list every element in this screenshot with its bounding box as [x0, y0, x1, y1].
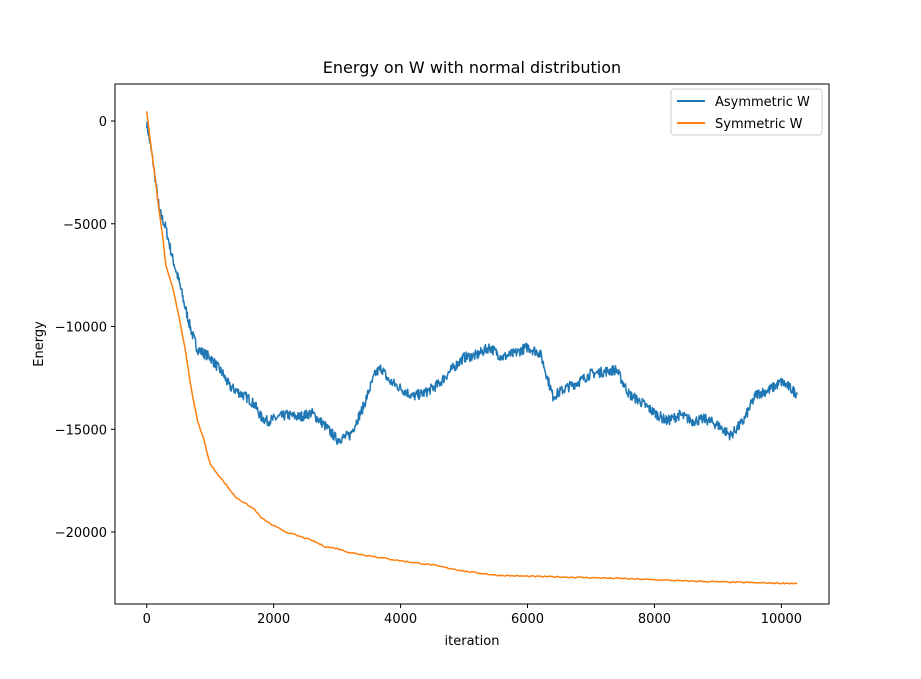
y-tick-label: −20000 [55, 526, 107, 541]
legend-label-0: Asymmetric W [715, 95, 810, 110]
y-axis-label: Energy [32, 321, 47, 367]
x-axis-label: iteration [445, 634, 500, 649]
y-tick-label: −15000 [55, 423, 107, 438]
x-axis-ticks: 0 2000 4000 6000 8000 10000 [143, 604, 802, 627]
series-line-0 [145, 120, 799, 446]
x-tick-label: 4000 [384, 612, 417, 627]
x-tick-label: 6000 [511, 612, 544, 627]
y-tick-label: 0 [99, 115, 107, 130]
legend-box [670, 88, 823, 136]
axes-frame [114, 83, 830, 605]
y-tick-label: −5000 [63, 218, 107, 233]
chart-title: Energy on W with normal distribution [323, 58, 621, 77]
series-line-1 [145, 111, 798, 585]
plot-area [114, 83, 830, 605]
y-tick-label: −10000 [55, 321, 107, 336]
y-axis-ticks: 0 −5000 −10000 −15000 −20000 [55, 115, 115, 541]
legend-label-1: Symmetric W [715, 117, 803, 132]
x-tick-label: 0 [143, 612, 151, 627]
x-tick-label: 10000 [761, 612, 802, 627]
x-tick-label: 2000 [257, 612, 290, 627]
legend: Asymmetric W Symmetric W [670, 88, 823, 136]
x-tick-label: 8000 [638, 612, 671, 627]
